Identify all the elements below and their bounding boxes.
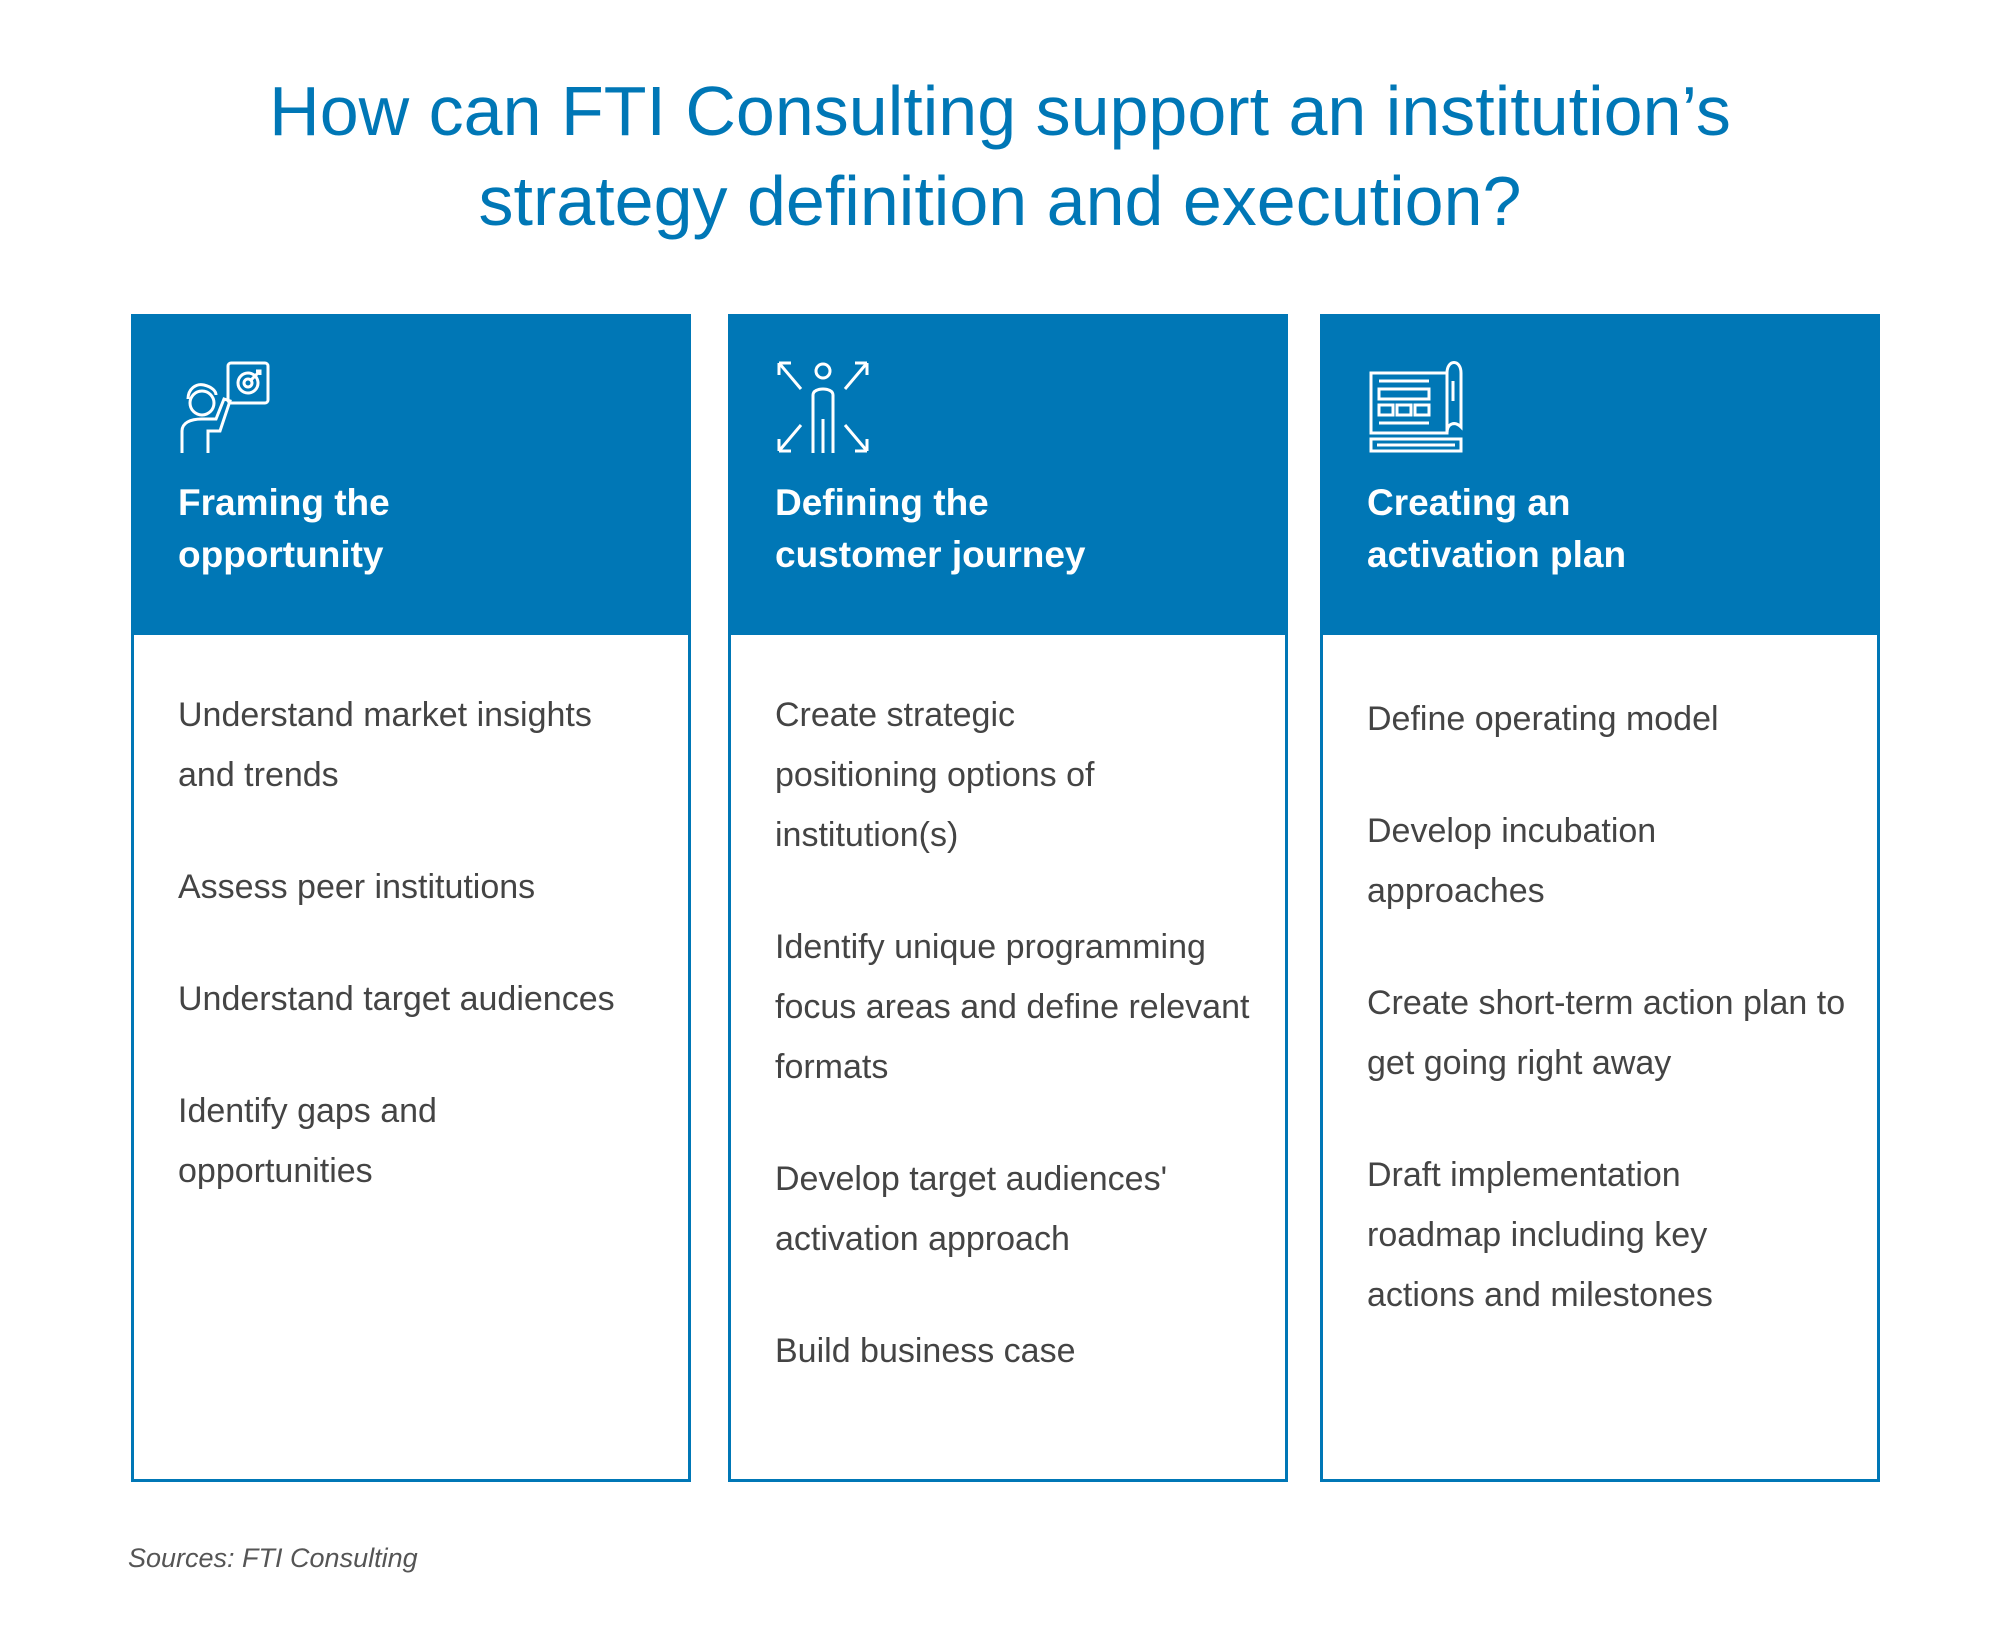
- card-title-line: Creating an: [1367, 482, 1571, 523]
- card-title-line: Defining the: [775, 482, 989, 523]
- card-body: Understand market insights and trends As…: [134, 635, 688, 1201]
- list-item: Identify unique programming focus areas …: [775, 928, 1250, 1086]
- person-arrows-icon: [777, 361, 869, 453]
- card-header: Framing the opportunity: [134, 317, 688, 635]
- card-title: Creating an activation plan: [1367, 477, 1837, 581]
- page-title: How can FTI Consulting support an instit…: [0, 66, 2000, 246]
- card-header: Creating an activation plan: [1323, 317, 1877, 635]
- card-title-line: Framing the: [178, 482, 390, 523]
- list-item: Define operating model: [1367, 700, 1719, 738]
- title-line-2: strategy definition and execution?: [478, 162, 1522, 240]
- card-title-line: opportunity: [178, 534, 384, 575]
- list-item: Understand market insights and trends: [178, 696, 592, 794]
- card-customer-journey: Defining the customer journey Create stra…: [728, 314, 1288, 1482]
- list-item: Develop incubation approaches: [1367, 812, 1657, 910]
- source-note: Sources: FTI Consulting: [128, 1543, 418, 1573]
- card-activation-plan: Creating an activation plan Define operat…: [1320, 314, 1880, 1482]
- card-title-line: customer journey: [775, 534, 1086, 575]
- presenter-target-icon: [180, 361, 270, 453]
- card-title-line: activation plan: [1367, 534, 1627, 575]
- card-body: Create strategic positioning options of …: [731, 635, 1285, 1381]
- card-framing: Framing the opportunity Understand market…: [131, 314, 691, 1482]
- list-item: Create short-term action plan to get goi…: [1367, 984, 1846, 1082]
- blueprint-plan-icon: [1369, 361, 1463, 453]
- list-item: Assess peer institutions: [178, 868, 536, 906]
- card-title: Defining the customer journey: [775, 477, 1245, 581]
- card-header: Defining the customer journey: [731, 317, 1285, 635]
- list-item: Develop target audiences' activation app…: [775, 1160, 1168, 1258]
- list-item: Build business case: [775, 1332, 1076, 1370]
- card-body: Define operating model Develop incubatio…: [1323, 635, 1877, 1325]
- list-item: Understand target audiences: [178, 980, 615, 1018]
- list-item: Identify gaps and opportunities: [178, 1092, 437, 1190]
- list-item: Create strategic positioning options of …: [775, 696, 1095, 854]
- list-item: Draft implementation roadmap including k…: [1367, 1156, 1713, 1314]
- card-title: Framing the opportunity: [178, 477, 648, 581]
- title-line-1: How can FTI Consulting support an instit…: [269, 72, 1731, 150]
